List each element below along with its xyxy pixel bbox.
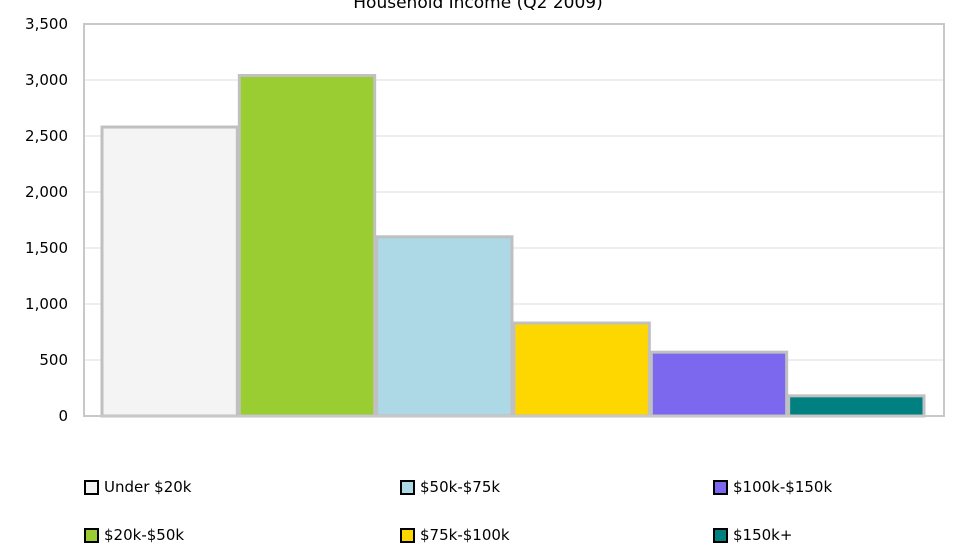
y-axis-ticks: 0 500 1,000 1,500 2,000 2,500 3,000 3,500 xyxy=(25,15,68,425)
y-tick-label: 1,500 xyxy=(25,239,68,257)
y-tick-label: 0 xyxy=(58,407,68,425)
plot-frame xyxy=(83,23,945,417)
y-tick-label: 2,000 xyxy=(25,183,68,201)
bar xyxy=(787,394,926,418)
y-tick-label: 500 xyxy=(39,351,68,369)
y-tick-label: 3,000 xyxy=(25,71,68,89)
bars xyxy=(100,74,926,418)
bar xyxy=(237,74,377,418)
y-tick-label: 3,500 xyxy=(25,15,68,33)
bar xyxy=(512,321,651,418)
chart-title: Household Income (Q2 2009) xyxy=(353,0,602,13)
y-tick-label: 2,500 xyxy=(25,127,68,145)
bar xyxy=(375,235,514,418)
bar xyxy=(100,125,239,418)
y-tick-label: 1,000 xyxy=(25,295,68,313)
bar xyxy=(649,350,789,418)
